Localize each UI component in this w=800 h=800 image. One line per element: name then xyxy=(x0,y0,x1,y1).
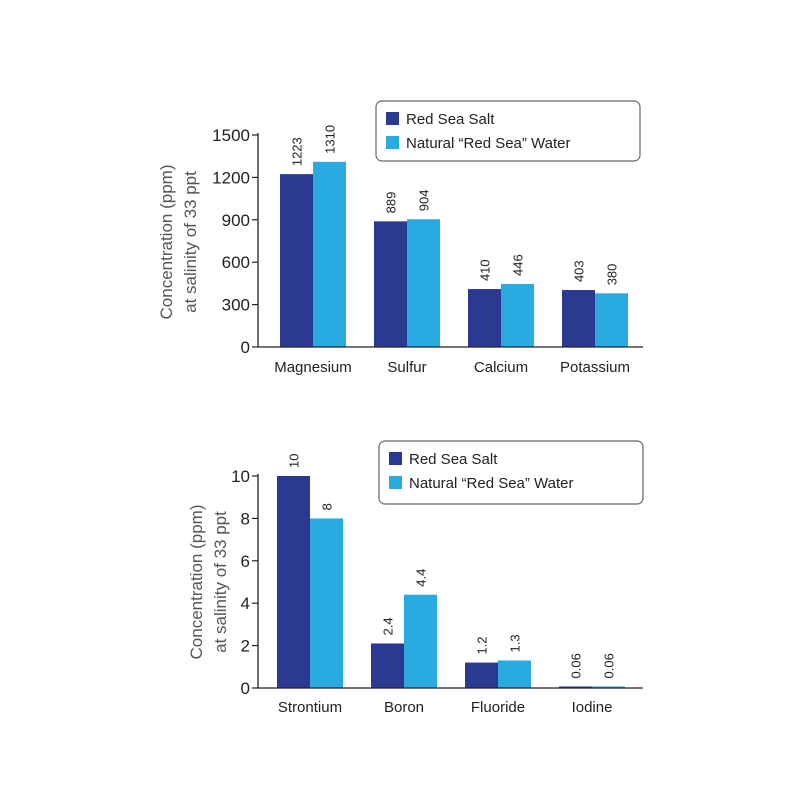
y-tick-label: 1500 xyxy=(212,126,250,145)
y-tick-label: 4 xyxy=(241,594,250,613)
bar xyxy=(595,293,628,347)
data-label: 410 xyxy=(478,259,493,281)
x-tick-label: Strontium xyxy=(278,699,342,716)
y-axis-label: Concentration (ppm) xyxy=(187,505,206,660)
y-tick-label: 8 xyxy=(241,509,250,528)
y-tick-label: 0 xyxy=(241,679,250,698)
x-tick-label: Boron xyxy=(384,699,424,716)
data-label: 10 xyxy=(287,454,302,468)
y-axis-label: at salinity of 33 ppt xyxy=(181,171,200,313)
bar xyxy=(404,594,437,688)
data-label: 403 xyxy=(572,260,587,282)
bar xyxy=(468,289,501,347)
legend-label: Red Sea Salt xyxy=(409,451,498,468)
x-tick-label: Calcium xyxy=(474,359,528,376)
legend-label: Red Sea Salt xyxy=(406,111,495,128)
legend-swatch xyxy=(386,112,399,125)
legend-box xyxy=(375,100,641,162)
y-tick-label: 600 xyxy=(222,253,250,272)
data-label: 380 xyxy=(605,264,620,286)
legend-swatch xyxy=(389,452,402,465)
y-axis-label: Concentration (ppm) xyxy=(157,165,176,320)
data-label: 1.2 xyxy=(475,636,490,654)
data-label: 2.4 xyxy=(381,617,396,635)
bar xyxy=(313,161,346,347)
data-label: 1223 xyxy=(290,137,305,166)
bar xyxy=(498,660,531,688)
legend-swatch xyxy=(389,476,402,489)
bar xyxy=(280,174,313,347)
data-label: 889 xyxy=(384,192,399,214)
data-label: 8 xyxy=(320,503,335,510)
bar xyxy=(371,643,404,688)
bar xyxy=(465,662,498,688)
legend-label: Natural “Red Sea” Water xyxy=(406,135,571,152)
y-axis-label: at salinity of 33 ppt xyxy=(211,511,230,653)
bar xyxy=(407,219,440,347)
bar xyxy=(559,686,592,688)
x-tick-label: Fluoride xyxy=(471,699,525,716)
data-label: 904 xyxy=(417,190,432,212)
y-tick-label: 300 xyxy=(222,296,250,315)
data-label: 0.06 xyxy=(602,653,617,678)
y-tick-label: 900 xyxy=(222,211,250,230)
bar xyxy=(562,290,595,347)
legend-label: Natural “Red Sea” Water xyxy=(409,475,574,492)
chart-2: Concentration (ppm) at salinity of 33 ppt… xyxy=(187,440,644,716)
bar xyxy=(277,476,310,688)
bar xyxy=(310,518,343,688)
bar xyxy=(374,221,407,347)
data-label: 1310 xyxy=(323,125,338,154)
y-tick-label: 6 xyxy=(241,552,250,571)
data-label: 4.4 xyxy=(414,569,429,587)
x-tick-label: Potassium xyxy=(560,359,630,376)
y-tick-label: 2 xyxy=(241,637,250,656)
legend-swatch xyxy=(386,136,399,149)
chart-1: Concentration (ppm) at salinity of 33 ppt… xyxy=(157,100,643,376)
x-tick-label: Sulfur xyxy=(387,359,426,376)
y-tick-label: 10 xyxy=(231,467,250,486)
x-tick-label: Magnesium xyxy=(274,359,352,376)
x-tick-label: Iodine xyxy=(572,699,613,716)
y-tick-label: 0 xyxy=(241,338,250,357)
legend-box xyxy=(378,440,644,505)
data-label: 1.3 xyxy=(508,634,523,652)
bar xyxy=(592,686,625,688)
bar xyxy=(501,283,534,347)
data-label: 446 xyxy=(511,254,526,276)
data-label: 0.06 xyxy=(569,653,584,678)
y-tick-label: 1200 xyxy=(212,168,250,187)
